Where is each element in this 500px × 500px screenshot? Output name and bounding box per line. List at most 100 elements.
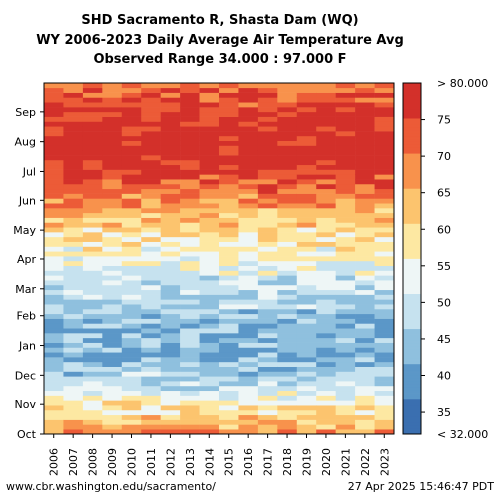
heatmap-cell: [238, 97, 259, 103]
heatmap-cell: [82, 116, 103, 122]
heatmap-cell: [199, 135, 220, 141]
colorbar-segment: [403, 217, 421, 221]
heatmap-cell: [160, 126, 181, 132]
colorbar-segment: [403, 290, 421, 294]
heatmap-cell: [44, 424, 64, 430]
heatmap-cell: [121, 342, 142, 348]
heatmap-cell: [374, 347, 395, 353]
heatmap-cell: [374, 121, 395, 127]
heatmap-cell: [277, 107, 298, 113]
heatmap-cell: [160, 159, 181, 166]
colorbar-segment: [403, 132, 421, 137]
colorbar-segment: [403, 185, 421, 189]
heatmap-cell: [199, 429, 220, 435]
heatmap-cell: [316, 232, 336, 238]
heatmap-cell: [160, 318, 181, 324]
heatmap-cell: [102, 323, 123, 329]
heatmap-cell: [160, 395, 181, 401]
heatmap-cell: [160, 424, 181, 430]
heatmap-cell: [316, 174, 336, 180]
heatmap-cell: [219, 289, 239, 295]
heatmap-cell: [44, 299, 64, 305]
heatmap-cell: [160, 361, 181, 367]
heatmap-cell: [355, 280, 375, 286]
heatmap-cell: [296, 121, 317, 127]
heatmap-cell: [238, 111, 259, 117]
heatmap-cell: [44, 203, 64, 209]
heatmap-cell: [63, 357, 84, 363]
colorbar: 35 40 45 50 55 60 65 70 75 > 80.000 < 32.000: [402, 77, 488, 441]
heatmap-cell: [199, 131, 220, 137]
heatmap-cell: [316, 400, 336, 406]
heatmap-cell: [199, 366, 220, 372]
colorbar-segment: [403, 299, 421, 303]
heatmap-cell: [199, 337, 220, 343]
heatmap-cell: [316, 414, 336, 420]
heatmap-cell: [277, 212, 298, 218]
heatmap-cell: [141, 333, 161, 339]
heatmap-cell: [335, 236, 356, 242]
heatmap-cell: [238, 352, 259, 358]
heatmap-cell: [257, 270, 278, 276]
heatmap-cell: [44, 183, 64, 190]
heatmap-cell: [82, 284, 103, 291]
heatmap-cell: [102, 102, 123, 108]
heatmap-cell: [63, 135, 84, 141]
heatmap-cell: [257, 83, 278, 89]
heatmap-cell: [355, 169, 375, 175]
heatmap-cell: [277, 246, 298, 252]
heatmap-cell: [121, 352, 142, 358]
heatmap-cell: [82, 164, 103, 170]
heatmap-cell: [160, 357, 181, 363]
heatmap-cell: [355, 246, 375, 252]
heatmap-cell: [296, 270, 317, 276]
colorbar-segment: [403, 340, 421, 344]
colorbar-segment: [403, 197, 421, 201]
heatmap-cell: [257, 395, 278, 401]
heatmap-cell: [257, 203, 278, 209]
heatmap-cell: [82, 227, 103, 233]
heatmap-cell: [277, 164, 298, 170]
heatmap-cell: [63, 299, 84, 305]
colorbar-segment: [403, 398, 421, 403]
heatmap-cell: [82, 352, 103, 358]
heatmap-cell: [102, 87, 123, 93]
heatmap-cell: [82, 174, 103, 180]
colorbar-segment: [403, 97, 421, 101]
heatmap-cell: [316, 304, 336, 310]
heatmap-cell: [277, 414, 298, 420]
heatmap-cell: [44, 193, 64, 199]
heatmap-cell: [296, 289, 317, 295]
heatmap-cell: [82, 366, 103, 372]
heatmap-cell: [180, 323, 200, 329]
colorbar-segment: [403, 138, 421, 142]
heatmap-cell: [355, 179, 375, 185]
heatmap-cell: [257, 121, 278, 127]
heatmap-cell: [238, 193, 259, 199]
heatmap-cell: [296, 188, 317, 194]
colorbar-segment: [403, 401, 421, 406]
heatmap-cell: [102, 308, 123, 315]
heatmap-cell: [335, 376, 356, 382]
y-tick-label: Nov: [15, 398, 37, 411]
colorbar-segment: [403, 220, 421, 224]
heatmap-cell: [374, 179, 395, 185]
heatmap-cell: [121, 236, 142, 242]
heatmap-cell: [180, 385, 200, 392]
heatmap-cell: [102, 328, 123, 334]
heatmap-cell: [316, 409, 336, 416]
heatmap-cell: [355, 183, 375, 190]
heatmap-cell: [296, 333, 317, 339]
heatmap-cell: [82, 313, 103, 319]
heatmap-cell: [374, 145, 395, 151]
heatmap-cell: [219, 126, 239, 132]
heatmap-cell: [121, 385, 142, 392]
heatmap-cell: [141, 198, 161, 204]
heatmap-cell: [257, 140, 278, 146]
heatmap-cell: [277, 140, 298, 146]
heatmap-cell: [335, 284, 356, 291]
heatmap-cell: [219, 203, 239, 209]
heatmap-cell: [238, 395, 259, 401]
heatmap-cell: [355, 409, 375, 416]
heatmap-cell: [141, 294, 161, 300]
